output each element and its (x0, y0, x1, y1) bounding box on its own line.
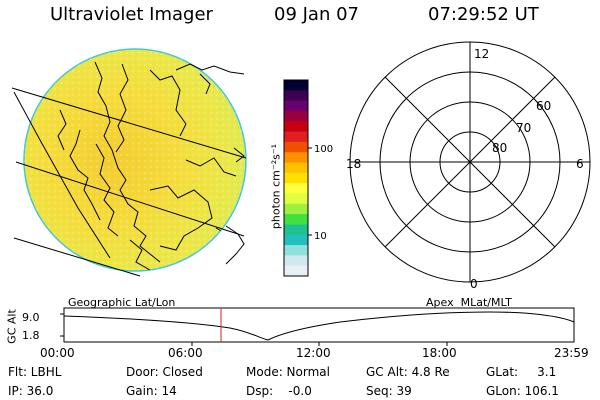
glon-status: GLon: 106.1 (486, 384, 559, 398)
earth-image (11, 48, 247, 277)
mlt-label-6: 6 (576, 157, 584, 171)
mlt-label-12: 12 (474, 47, 489, 61)
colorbar-stripe (284, 203, 308, 215)
gc-alt-status: GC Alt: 4.8 Re (366, 365, 450, 379)
dsp-status: Dsp: -0.0 (246, 384, 312, 398)
gc-alt-axis-title: GC Alt (5, 309, 19, 344)
mlat-label-80: 80 (492, 141, 507, 155)
colorbar-stripe (284, 141, 308, 153)
colorbar-stripe (284, 183, 308, 194)
colorbar-stripe (284, 234, 308, 246)
colorbar-stripe (284, 90, 308, 102)
colorbar-stripe (284, 162, 308, 174)
mlt-label-18: 18 (346, 157, 361, 171)
colorbar-stripe (284, 121, 308, 133)
seq-status: Seq: 39 (366, 384, 412, 398)
apex-title: Apex MLat/MLT (426, 296, 512, 309)
colorbar-stripe (284, 214, 308, 225)
door-status: Door: Closed (126, 365, 203, 379)
time-label: 07:29:52 UT (428, 4, 539, 25)
altitude-curve (63, 311, 575, 341)
x-tick-1800: 18:00 (422, 346, 457, 360)
alt-max-label: 9.0 (22, 311, 40, 324)
mlt-label-0: 0 (470, 277, 478, 288)
colorbar-stripe (284, 100, 308, 112)
coastline (94, 61, 161, 263)
colorbar-stripe (284, 131, 308, 143)
colorbar-stripe (284, 152, 308, 164)
colorbar-stripe (284, 255, 308, 267)
glat-status: GLat: 3.1 (486, 365, 557, 379)
instrument-title: Ultraviolet Imager (50, 4, 213, 25)
colorbar-stripe (284, 110, 308, 122)
date-label: 09 Jan 07 (274, 4, 359, 25)
colorbar-stripe (284, 265, 308, 277)
colorbar: 100 10 (283, 79, 333, 277)
colorbar-stripe (284, 193, 308, 205)
colorbar-stripe (284, 224, 308, 236)
filter-status: Flt: LBHL (8, 365, 62, 379)
colorbar-unit-label: photon cm⁻²s⁻¹ (269, 143, 283, 230)
colorbar-stripe (284, 172, 308, 184)
x-tick-0600: 06:00 (168, 346, 203, 360)
ip-status: IP: 36.0 (8, 384, 54, 398)
alt-min-label: 1.8 (22, 329, 40, 342)
x-tick-0000: 00:00 (40, 346, 75, 360)
colorbar-tick-10: 10 (314, 231, 327, 242)
polar-grid: 12 18 6 0 60 70 80 (346, 41, 591, 288)
colorbar-tick-100: 100 (314, 144, 333, 155)
x-tick-1200: 12:00 (296, 346, 331, 360)
colorbar-stripe (284, 80, 308, 91)
mlat-label-70: 70 (516, 121, 531, 135)
mlat-label-60: 60 (536, 99, 551, 113)
colorbar-stripe (284, 245, 308, 256)
gain-status: Gain: 14 (126, 384, 177, 398)
orbit-timeline-plot (60, 307, 575, 346)
geographic-title: Geographic Lat/Lon (68, 296, 176, 309)
x-tick-2359: 23:59 (554, 346, 589, 360)
mode-status: Mode: Normal (246, 365, 330, 379)
